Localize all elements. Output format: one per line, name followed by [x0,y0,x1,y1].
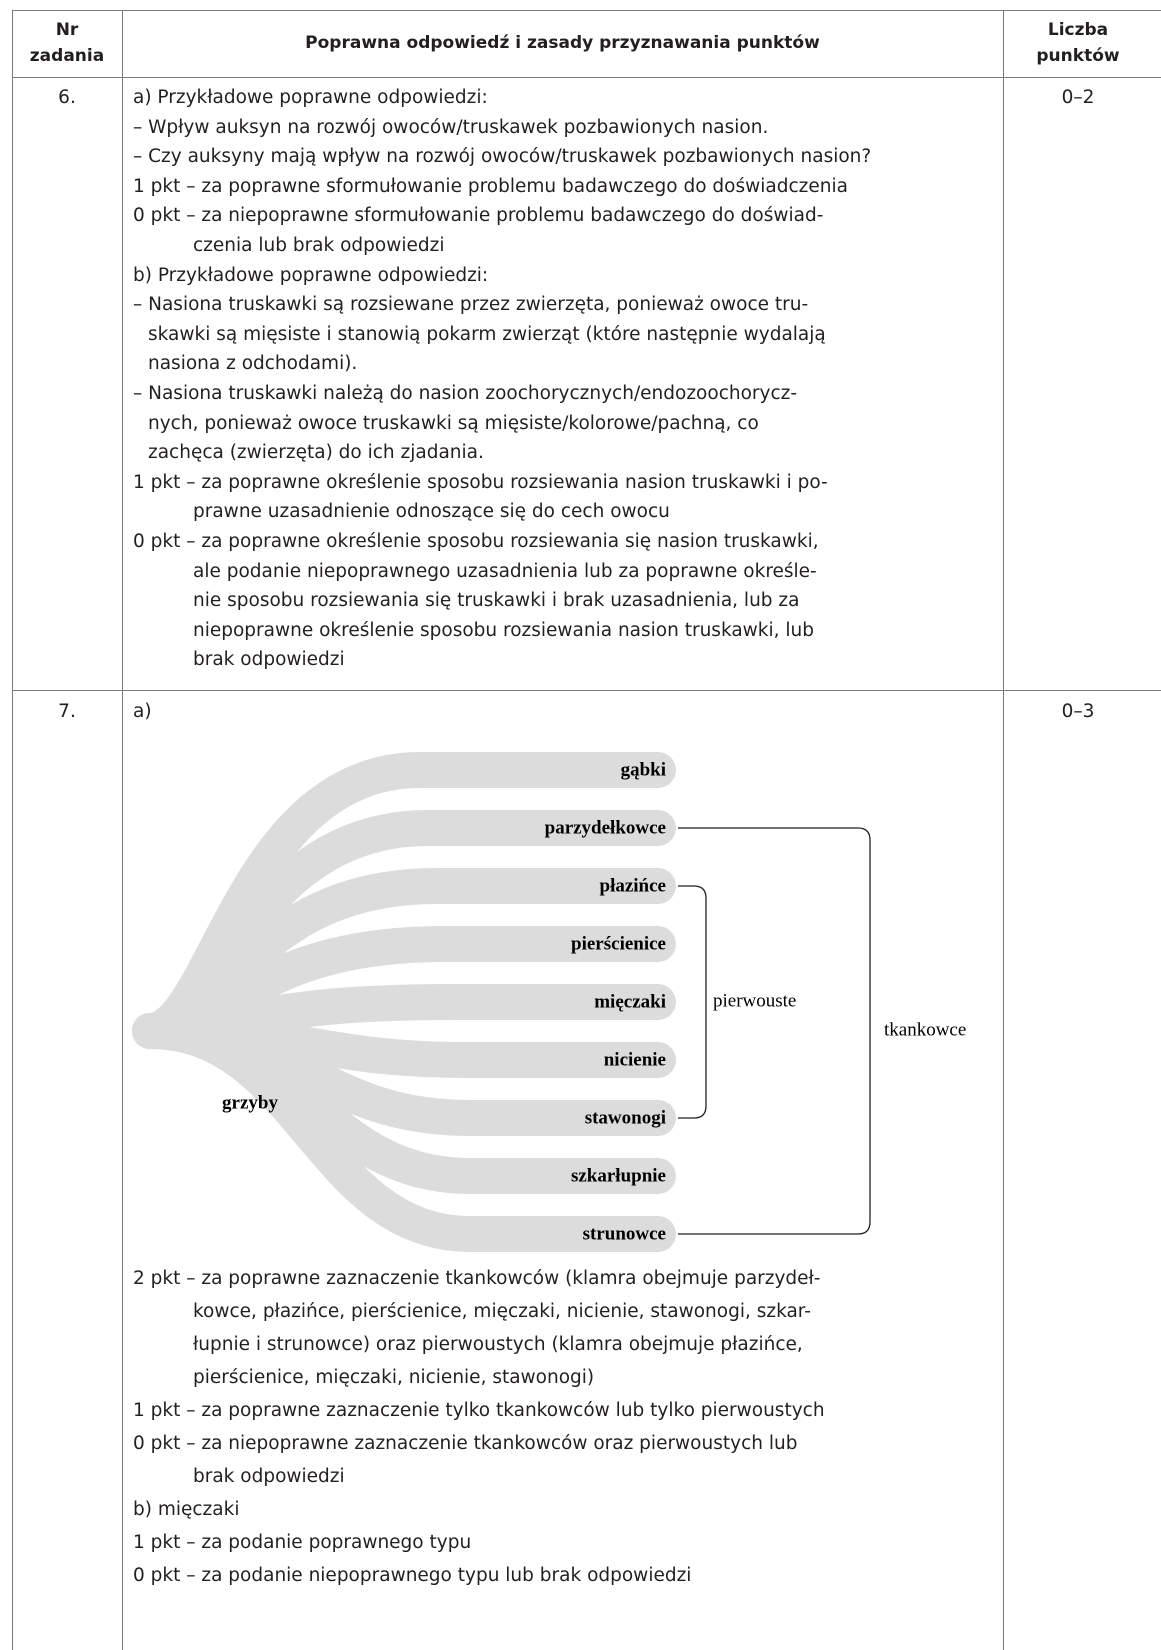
line: – Nasiona truskawki należą do nasion zoo… [133,382,798,404]
header-text: Liczba [1047,20,1109,40]
line: – Wpływ auksyn na rozwój owoców/truskawe… [133,116,769,138]
line: nie sposobu rozsiewania się truskawki i … [193,590,800,612]
points-range: 0–2 [1061,87,1095,108]
answer-text: 2 pkt – za poprawne zaznaczenie tkankowc… [133,1262,825,1592]
line: 1 pkt – za poprawne sformułowanie proble… [133,175,848,197]
line: a) [133,701,152,722]
taxon-label: mięczaki [594,991,666,1012]
line: 0 pkt – za niepoprawne sformułowanie pro… [133,205,824,227]
line: 0 pkt – za poprawne określenie sposobu r… [133,530,819,552]
border [12,10,13,1650]
line: a) Przykładowe poprawne odpowiedzi: [133,87,488,108]
border [12,77,1161,78]
taxon-label: stawonogi [585,1107,666,1128]
border [12,690,1161,691]
border [122,10,123,1650]
taxon-label: gąbki [621,759,666,780]
line: 2 pkt – za poprawne zaznaczenie tkankowc… [133,1268,821,1289]
line: zachęca (zwierzęta) do ich zjadania. [148,442,484,464]
line: 0 pkt – za podanie niepoprawnego typu lu… [133,1565,692,1586]
border [12,10,1161,11]
header-text: Nr [55,20,79,40]
bracket-label: pierwouste [713,990,796,1011]
outgroup-branch [135,1015,259,1067]
taxon-label: pierścienice [571,933,666,954]
line: niepoprawne określenie sposobu rozsiewan… [193,619,815,641]
taxon-label: nicienie [604,1049,666,1070]
line: nych, ponieważ owoce truskawki są mięsis… [148,412,759,434]
bracket [678,827,871,1235]
header-text: punktów [1036,46,1120,66]
line: b) mięczaki [133,1499,240,1520]
line: brak odpowiedzi [193,1466,345,1487]
line: czenia lub brak odpowiedzi [193,234,445,256]
header-cell: Nr zadania [12,17,122,69]
taxon-label: parzydełkowce [545,817,666,838]
header-text: Poprawna odpowiedź i zasady przyznawania… [305,33,820,53]
line: kowce, płazińce, pierścienice, mięczaki,… [193,1301,811,1322]
line: nasiona z odchodami). [148,353,358,375]
line: pierścienice, mięczaki, nicienie, stawon… [193,1367,595,1388]
answer-text: a) Przykładowe poprawne odpowiedzi: – Wp… [133,83,871,675]
line: 1 pkt – za poprawne zaznaczenie tylko tk… [133,1400,825,1421]
line: brak odpowiedzi [193,649,345,671]
bracket-label: tkankowce [884,1019,966,1040]
line: łupnie i strunowce) oraz pierwoustych (k… [193,1334,803,1355]
header-cell: Liczba punktów [1003,17,1153,69]
line: prawne uzasadnienie odnoszące się do cec… [193,501,670,523]
line: – Czy auksyny mają wpływ na rozwój owocó… [133,146,872,168]
line: skawki są mięsiste i stanowią pokarm zwi… [148,323,826,345]
line: – Nasiona truskawki są rozsiewane przez … [133,294,809,316]
taxon-label: płazińce [600,875,667,896]
line: b) Przykładowe poprawne odpowiedzi: [133,264,489,286]
taxon-label: szkarłupnie [571,1165,666,1186]
header-text: zadania [29,46,105,66]
bracket [678,885,707,1119]
outgroup-label: grzyby [222,1092,278,1113]
line: 0 pkt – za niepoprawne zaznaczenie tkank… [133,1433,798,1454]
points-range: 0–3 [1061,701,1095,722]
line: 1 pkt – za podanie poprawnego typu [133,1532,472,1553]
line: ale podanie niepoprawnego uzasadnienia l… [193,560,817,582]
border [1003,10,1004,1650]
task-number: 7. [58,701,76,722]
taxon-label: strunowce [583,1223,666,1244]
arrowhead [212,1048,276,1080]
task-number: 6. [58,87,76,108]
line: 1 pkt – za poprawne określenie sposobu r… [133,471,828,493]
